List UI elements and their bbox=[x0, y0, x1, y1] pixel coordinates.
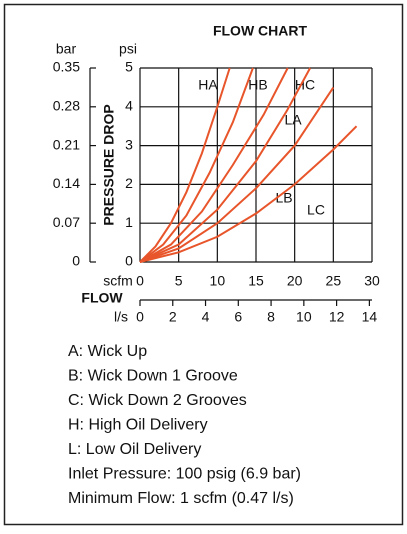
note: Minimum Flow: 1 scfm (0.47 l/s) bbox=[68, 490, 294, 507]
curve-label: HA bbox=[198, 77, 218, 93]
x-tick-label: 25 bbox=[326, 273, 342, 289]
frame bbox=[3, 3, 404, 526]
curve-label: HB bbox=[248, 77, 267, 93]
chart-title: FLOW CHART bbox=[213, 23, 308, 39]
x-tick-label: 5 bbox=[175, 273, 183, 289]
curve bbox=[139, 86, 335, 263]
note: B: Wick Down 1 Groove bbox=[68, 368, 238, 385]
x2-tick-label: 14 bbox=[362, 309, 378, 325]
y-tick-label: 4 bbox=[125, 98, 133, 114]
y2-tick-label: 0.14 bbox=[53, 175, 80, 191]
x2-tick-label: 4 bbox=[202, 309, 210, 325]
x-tick-label: 20 bbox=[287, 273, 303, 289]
y2-unit: bar bbox=[56, 41, 77, 57]
y-unit: psi bbox=[119, 41, 137, 57]
y2-tick-label: 0 bbox=[72, 253, 80, 269]
x-unit: scfm bbox=[103, 273, 133, 289]
curve bbox=[139, 67, 312, 263]
curve-label: LA bbox=[284, 112, 302, 128]
curve bbox=[139, 125, 358, 263]
x2-tick-label: 8 bbox=[267, 309, 275, 325]
y-tick-label: 1 bbox=[125, 214, 133, 230]
y2-tick-label: 0.07 bbox=[53, 214, 80, 230]
y2-tick-label: 0.21 bbox=[53, 136, 80, 152]
curve bbox=[139, 67, 231, 263]
x2-tick-label: 0 bbox=[136, 309, 144, 325]
note: L: Low Oil Delivery bbox=[68, 441, 201, 458]
note: H: High Oil Delivery bbox=[68, 417, 208, 434]
y2-tick-label: 0.28 bbox=[53, 98, 80, 114]
y-axis-label: PRESSURE DROP bbox=[101, 104, 117, 225]
y-tick-label: 0 bbox=[125, 253, 133, 269]
x2-tick-label: 2 bbox=[169, 309, 177, 325]
curve-label: LC bbox=[307, 202, 325, 218]
curve bbox=[139, 67, 289, 263]
x-tick-label: 0 bbox=[136, 273, 144, 289]
x-tick-label: 10 bbox=[210, 273, 226, 289]
curve bbox=[139, 67, 254, 263]
y-tick-label: 2 bbox=[125, 175, 133, 191]
curve-label: LB bbox=[275, 190, 292, 206]
x-tick-label: 30 bbox=[364, 273, 380, 289]
x2-unit: l/s bbox=[114, 309, 128, 325]
y2-tick-label: 0.35 bbox=[53, 59, 80, 75]
note: Inlet Pressure: 100 psig (6.9 bar) bbox=[68, 466, 301, 483]
y-tick-label: 3 bbox=[125, 136, 133, 152]
y-tick-label: 5 bbox=[125, 59, 133, 75]
x2-tick-label: 6 bbox=[234, 309, 242, 325]
x-tick-label: 15 bbox=[248, 273, 264, 289]
x-axis-label: FLOW bbox=[81, 290, 123, 306]
x2-tick-label: 10 bbox=[296, 309, 312, 325]
x2-tick-label: 12 bbox=[329, 309, 345, 325]
note: A: Wick Up bbox=[68, 343, 147, 360]
note: C: Wick Down 2 Grooves bbox=[68, 392, 247, 409]
